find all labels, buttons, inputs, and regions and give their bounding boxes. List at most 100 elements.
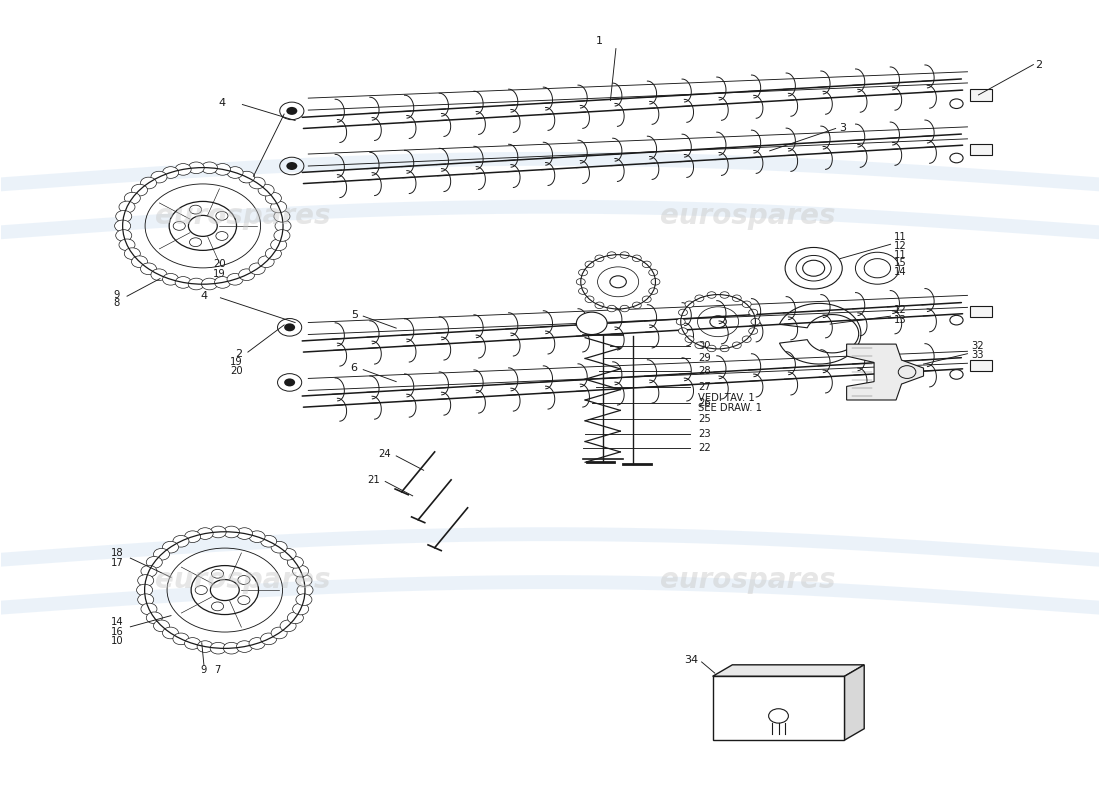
Circle shape [124, 248, 141, 259]
Text: 2: 2 [235, 349, 242, 358]
Circle shape [595, 302, 604, 309]
Circle shape [154, 620, 169, 632]
Circle shape [197, 641, 213, 653]
Circle shape [286, 107, 297, 115]
Circle shape [297, 584, 313, 596]
Circle shape [749, 328, 758, 334]
Circle shape [188, 162, 205, 174]
Circle shape [595, 255, 604, 262]
Circle shape [236, 528, 253, 539]
Text: 34: 34 [684, 655, 699, 666]
Circle shape [280, 620, 296, 632]
Text: 9: 9 [113, 290, 119, 299]
Circle shape [261, 633, 277, 645]
Circle shape [950, 99, 964, 109]
Circle shape [185, 638, 200, 650]
Circle shape [163, 274, 178, 285]
Bar [970, 144, 991, 155]
Circle shape [649, 270, 658, 276]
Circle shape [284, 378, 295, 386]
Text: 19: 19 [213, 269, 226, 279]
Circle shape [720, 292, 729, 298]
Circle shape [124, 192, 141, 204]
Circle shape [239, 171, 255, 183]
Text: VEDI TAV. 1: VEDI TAV. 1 [698, 394, 755, 403]
Text: 26: 26 [698, 398, 711, 408]
Circle shape [227, 274, 243, 285]
Circle shape [642, 261, 651, 268]
Circle shape [116, 230, 132, 242]
Circle shape [607, 306, 616, 312]
Circle shape [707, 346, 716, 352]
Text: eurospares: eurospares [155, 566, 330, 594]
Circle shape [210, 642, 227, 654]
Bar [970, 306, 991, 317]
Text: 4: 4 [219, 98, 225, 108]
Text: 2: 2 [241, 175, 248, 186]
Circle shape [138, 574, 154, 586]
Circle shape [287, 612, 304, 624]
Circle shape [119, 239, 135, 250]
Circle shape [749, 309, 758, 316]
Text: 24: 24 [378, 450, 390, 459]
Circle shape [579, 270, 587, 276]
Circle shape [579, 288, 587, 294]
Circle shape [275, 220, 292, 232]
Circle shape [632, 255, 641, 262]
Text: 6: 6 [351, 363, 358, 373]
Circle shape [114, 220, 131, 232]
Text: 12: 12 [894, 241, 906, 251]
Text: eurospares: eurospares [660, 202, 836, 230]
Circle shape [210, 526, 227, 538]
Circle shape [649, 288, 658, 294]
Circle shape [173, 633, 189, 645]
Circle shape [223, 526, 240, 538]
Circle shape [249, 177, 265, 189]
Text: 11: 11 [894, 232, 906, 242]
Text: 18: 18 [111, 548, 123, 558]
Text: 5: 5 [351, 310, 358, 319]
Circle shape [286, 162, 297, 170]
Text: 23: 23 [698, 429, 711, 438]
Text: 13: 13 [894, 315, 906, 325]
Circle shape [685, 301, 694, 307]
Text: 25: 25 [698, 414, 711, 424]
Circle shape [685, 336, 694, 342]
Circle shape [274, 210, 290, 222]
Circle shape [296, 574, 312, 586]
Circle shape [163, 542, 178, 553]
Text: 7: 7 [213, 665, 220, 675]
Circle shape [188, 278, 205, 290]
Circle shape [679, 328, 688, 334]
Text: 22: 22 [698, 443, 711, 453]
Circle shape [154, 549, 169, 560]
Circle shape [136, 584, 153, 596]
Text: 9: 9 [200, 665, 207, 675]
Circle shape [141, 566, 157, 577]
Circle shape [287, 557, 304, 568]
Polygon shape [847, 344, 924, 400]
Circle shape [742, 336, 751, 342]
Circle shape [950, 370, 964, 379]
Circle shape [223, 642, 240, 654]
Circle shape [707, 292, 716, 298]
Text: eurospares: eurospares [155, 202, 330, 230]
Circle shape [249, 638, 265, 650]
Text: 29: 29 [698, 353, 711, 362]
Text: 27: 27 [698, 382, 711, 392]
Text: 1: 1 [596, 36, 603, 46]
Circle shape [679, 309, 688, 316]
Circle shape [280, 549, 296, 560]
Text: eurospares: eurospares [660, 566, 836, 594]
Circle shape [742, 301, 751, 307]
Circle shape [271, 239, 287, 250]
Text: 21: 21 [367, 475, 380, 485]
Circle shape [214, 277, 231, 288]
Text: 28: 28 [698, 366, 711, 376]
Circle shape [191, 566, 258, 614]
Circle shape [733, 295, 741, 302]
Circle shape [676, 318, 685, 325]
Circle shape [185, 531, 200, 542]
Circle shape [169, 202, 236, 250]
Circle shape [695, 295, 704, 302]
